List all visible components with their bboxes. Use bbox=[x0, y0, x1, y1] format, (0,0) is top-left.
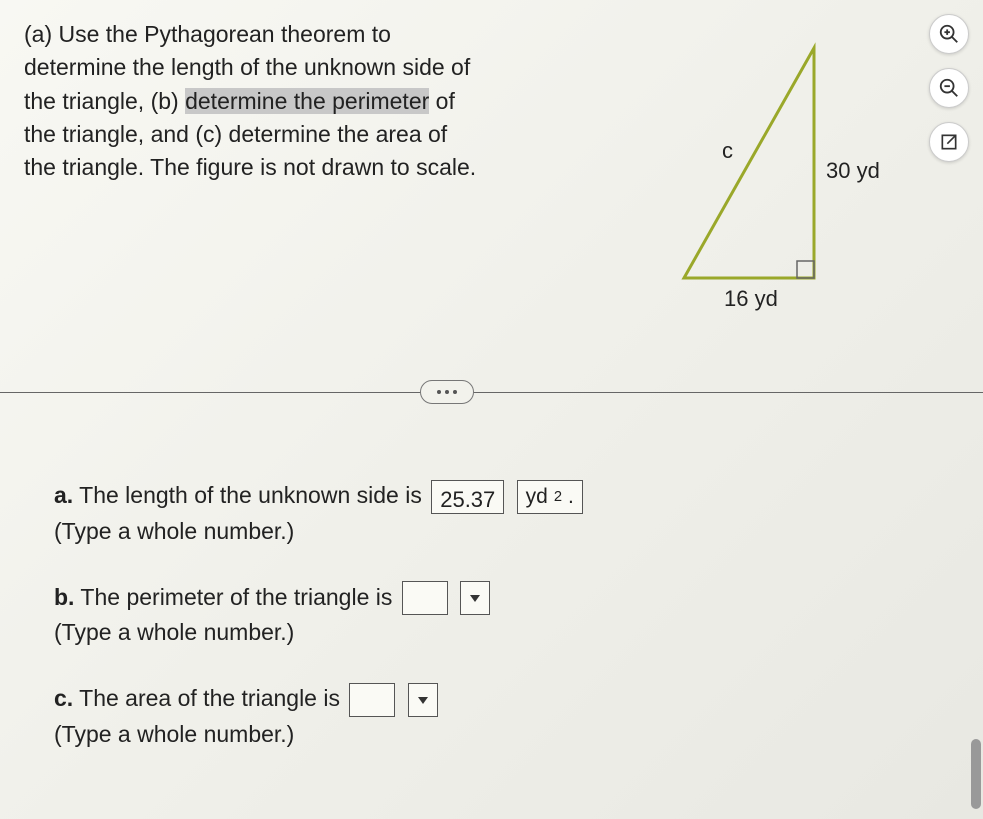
popout-button[interactable] bbox=[929, 122, 969, 162]
chevron-down-icon bbox=[417, 694, 429, 706]
popout-icon bbox=[939, 132, 959, 152]
answer-c-label: c. bbox=[54, 685, 73, 711]
answer-b-unit-dropdown[interactable] bbox=[460, 581, 490, 615]
answer-a-input[interactable]: 25.37 bbox=[431, 480, 504, 514]
figure-area: c 30 yd 16 yd bbox=[484, 18, 913, 318]
problem-text-highlight: determine the perimeter bbox=[185, 88, 429, 114]
problem-page: (a) Use the Pythagorean theorem to deter… bbox=[0, 0, 983, 819]
answer-b-input[interactable] bbox=[402, 581, 448, 615]
answer-c-input[interactable] bbox=[349, 683, 395, 717]
answer-a-unit[interactable]: yd 2. bbox=[517, 480, 583, 514]
divider-line bbox=[0, 392, 983, 393]
answer-b-text: The perimeter of the triangle is bbox=[74, 584, 398, 610]
hypotenuse-label: c bbox=[722, 138, 733, 163]
divider-row bbox=[0, 378, 983, 408]
answer-a-unit-tail: . bbox=[568, 481, 574, 514]
answer-b-label: b. bbox=[54, 584, 74, 610]
answer-a-hint: (Type a whole number.) bbox=[54, 518, 294, 544]
answer-b: b. The perimeter of the triangle is (Typ… bbox=[54, 580, 953, 652]
expand-button[interactable] bbox=[420, 380, 474, 404]
chevron-down-icon bbox=[469, 592, 481, 604]
answer-a-unit-text: yd bbox=[526, 481, 548, 514]
triangle-figure: c 30 yd 16 yd bbox=[594, 18, 894, 318]
vertical-side-label: 30 yd bbox=[826, 158, 880, 183]
answer-c-text: The area of the triangle is bbox=[73, 685, 346, 711]
zoom-out-button[interactable] bbox=[929, 68, 969, 108]
answer-c: c. The area of the triangle is (Type a w… bbox=[54, 681, 953, 753]
answer-a-text: The length of the unknown side is bbox=[73, 482, 428, 508]
zoom-out-icon bbox=[938, 77, 960, 99]
triangle-shape bbox=[684, 48, 814, 278]
answer-a-unit-sup: 2 bbox=[554, 486, 562, 509]
answer-a-label: a. bbox=[54, 482, 73, 508]
answers-section: a. The length of the unknown side is 25.… bbox=[0, 408, 983, 753]
base-side-label: 16 yd bbox=[724, 286, 778, 311]
answer-c-unit-dropdown[interactable] bbox=[408, 683, 438, 717]
tool-column bbox=[929, 14, 969, 162]
answer-b-hint: (Type a whole number.) bbox=[54, 619, 294, 645]
zoom-in-button[interactable] bbox=[929, 14, 969, 54]
scrollbar[interactable] bbox=[971, 739, 981, 809]
answer-c-hint: (Type a whole number.) bbox=[54, 721, 294, 747]
problem-statement: (a) Use the Pythagorean theorem to deter… bbox=[24, 18, 484, 318]
top-section: (a) Use the Pythagorean theorem to deter… bbox=[0, 0, 983, 338]
answer-a: a. The length of the unknown side is 25.… bbox=[54, 478, 953, 550]
right-angle-marker bbox=[797, 261, 814, 278]
zoom-in-icon bbox=[938, 23, 960, 45]
